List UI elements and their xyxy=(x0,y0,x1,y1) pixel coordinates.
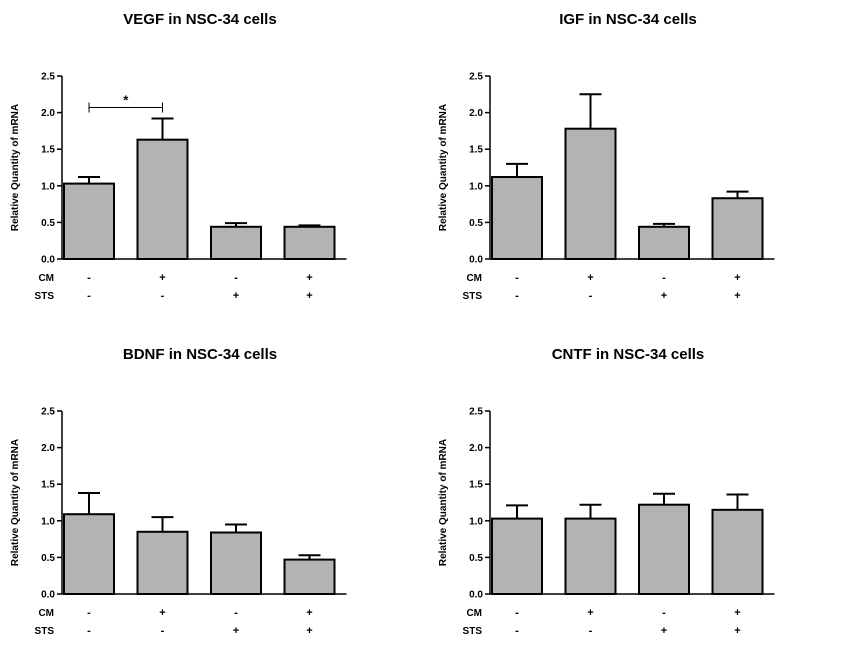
condition-sign: + xyxy=(734,607,740,619)
bar xyxy=(711,508,764,596)
bar xyxy=(564,517,617,596)
y-tick-label: 0.5 xyxy=(41,553,55,564)
bar xyxy=(136,138,189,261)
condition-label: CM xyxy=(38,273,54,284)
y-tick-label: 0.0 xyxy=(41,590,55,601)
y-tick-label: 2.5 xyxy=(41,72,55,83)
chart-panel-igf: IGF in NSC-34 cells Relative Quantity of … xyxy=(428,0,856,335)
chart-title: BDNF in NSC-34 cells xyxy=(123,346,277,363)
condition-sign: - xyxy=(515,607,519,619)
condition-label: STS xyxy=(35,626,55,637)
bar xyxy=(283,558,336,595)
condition-sign: + xyxy=(159,607,165,619)
y-tick-label: 1.0 xyxy=(41,181,55,192)
bar xyxy=(491,176,543,261)
condition-sign: + xyxy=(734,290,740,302)
condition-sign: + xyxy=(306,607,312,619)
condition-label: CM xyxy=(466,273,482,284)
condition-sign: - xyxy=(87,625,91,637)
chart-svg-cntf: CNTF in NSC-34 cells Relative Quantity of… xyxy=(438,346,775,637)
bar xyxy=(136,530,189,595)
y-tick-label: 2.5 xyxy=(41,407,55,418)
y-tick-label: 2.5 xyxy=(469,72,483,83)
condition-sign: - xyxy=(662,272,666,284)
condition-label: CM xyxy=(38,608,54,619)
condition-sign: + xyxy=(734,272,740,284)
chart-panel-cntf: CNTF in NSC-34 cells Relative Quantity of… xyxy=(428,335,856,670)
condition-sign: - xyxy=(589,290,593,302)
chart-svg-igf: IGF in NSC-34 cells Relative Quantity of … xyxy=(438,11,775,302)
chart-title: CNTF in NSC-34 cells xyxy=(552,346,705,363)
condition-sign: + xyxy=(306,290,312,302)
condition-sign: - xyxy=(515,625,519,637)
condition-label: STS xyxy=(35,291,55,302)
y-tick-label: 0.0 xyxy=(469,255,483,266)
y-tick-label: 2.0 xyxy=(469,108,483,119)
y-axis-label: Relative Quantity of mRNA xyxy=(438,104,449,231)
chart-svg-bdnf: BDNF in NSC-34 cells Relative Quantity of… xyxy=(10,346,347,637)
condition-sign: - xyxy=(234,607,238,619)
y-axis-label: Relative Quantity of mRNA xyxy=(10,439,21,566)
condition-sign: + xyxy=(233,290,239,302)
bar xyxy=(283,225,336,261)
bar xyxy=(564,127,617,260)
condition-label: STS xyxy=(463,291,483,302)
bar xyxy=(491,517,543,596)
bar xyxy=(638,225,690,261)
condition-sign: + xyxy=(159,272,165,284)
y-axis-label: Relative Quantity of mRNA xyxy=(10,104,21,231)
y-tick-label: 0.0 xyxy=(41,255,55,266)
condition-label: CM xyxy=(466,608,482,619)
bar xyxy=(210,225,262,261)
bar xyxy=(63,513,115,596)
chart-title: IGF in NSC-34 cells xyxy=(559,11,697,28)
y-tick-label: 2.5 xyxy=(469,407,483,418)
y-tick-label: 1.5 xyxy=(469,480,483,491)
y-tick-label: 1.5 xyxy=(469,145,483,156)
condition-sign: - xyxy=(234,272,238,284)
condition-sign: - xyxy=(87,272,91,284)
condition-sign: + xyxy=(661,290,667,302)
condition-sign: - xyxy=(87,607,91,619)
y-tick-label: 2.0 xyxy=(469,443,483,454)
y-tick-label: 1.5 xyxy=(41,145,55,156)
y-tick-label: 0.5 xyxy=(41,218,55,229)
bar xyxy=(210,531,262,595)
y-tick-label: 0.5 xyxy=(469,553,483,564)
condition-sign: + xyxy=(661,625,667,637)
chart-title: VEGF in NSC-34 cells xyxy=(123,11,276,28)
y-tick-label: 0.0 xyxy=(469,590,483,601)
condition-sign: + xyxy=(734,625,740,637)
y-tick-label: 1.0 xyxy=(41,516,55,527)
bar xyxy=(63,182,115,261)
y-axis-label: Relative Quantity of mRNA xyxy=(438,439,449,566)
y-tick-label: 0.5 xyxy=(469,218,483,229)
condition-sign: - xyxy=(515,272,519,284)
condition-sign: + xyxy=(587,607,593,619)
y-tick-label: 2.0 xyxy=(41,108,55,119)
condition-sign: - xyxy=(515,290,519,302)
condition-sign: + xyxy=(306,272,312,284)
condition-label: STS xyxy=(463,626,483,637)
condition-sign: - xyxy=(589,625,593,637)
chart-panel-bdnf: BDNF in NSC-34 cells Relative Quantity of… xyxy=(0,335,428,670)
chart-svg-vegf: VEGF in NSC-34 cells Relative Quantity of… xyxy=(10,11,347,302)
significance-label: * xyxy=(123,92,129,107)
bar xyxy=(638,503,690,595)
condition-sign: + xyxy=(233,625,239,637)
bar xyxy=(711,197,764,261)
y-tick-label: 2.0 xyxy=(41,443,55,454)
y-tick-label: 1.5 xyxy=(41,480,55,491)
y-tick-label: 1.0 xyxy=(469,181,483,192)
chart-panel-vegf: VEGF in NSC-34 cells Relative Quantity of… xyxy=(0,0,428,335)
condition-sign: - xyxy=(161,290,165,302)
condition-sign: - xyxy=(161,625,165,637)
y-tick-label: 1.0 xyxy=(469,516,483,527)
condition-sign: + xyxy=(587,272,593,284)
condition-sign: + xyxy=(306,625,312,637)
condition-sign: - xyxy=(662,607,666,619)
condition-sign: - xyxy=(87,290,91,302)
